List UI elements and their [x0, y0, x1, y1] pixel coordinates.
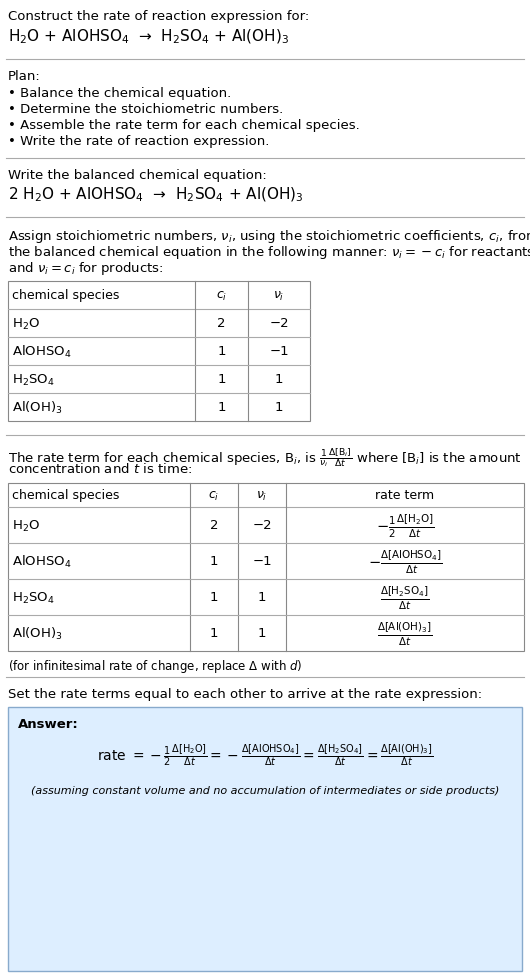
Text: −1: −1: [269, 345, 289, 359]
Text: 1: 1: [217, 345, 226, 359]
Text: 1: 1: [275, 373, 283, 386]
Text: Al(OH)$_3$: Al(OH)$_3$: [12, 400, 63, 415]
Text: 1: 1: [217, 373, 226, 386]
Text: $-\frac{1}{2}\frac{\Delta[\mathrm{H_2O}]}{\Delta t}$: $-\frac{1}{2}\frac{\Delta[\mathrm{H_2O}]…: [376, 512, 434, 539]
Text: concentration and $t$ is time:: concentration and $t$ is time:: [8, 461, 192, 476]
Text: • Determine the stoichiometric numbers.: • Determine the stoichiometric numbers.: [8, 103, 283, 116]
Text: −2: −2: [252, 519, 272, 531]
Text: 1: 1: [210, 555, 218, 568]
Text: H$_2$SO$_4$: H$_2$SO$_4$: [12, 372, 55, 387]
Text: −1: −1: [252, 555, 272, 568]
Text: 1: 1: [258, 591, 266, 604]
Text: H$_2$SO$_4$: H$_2$SO$_4$: [12, 590, 55, 605]
Text: 2: 2: [210, 519, 218, 531]
Text: H$_2$O + AlOHSO$_4$  →  H$_2$SO$_4$ + Al(OH)$_3$: H$_2$O + AlOHSO$_4$ → H$_2$SO$_4$ + Al(O…: [8, 28, 289, 46]
Text: Write the balanced chemical equation:: Write the balanced chemical equation:: [8, 169, 267, 182]
Text: (for infinitesimal rate of change, replace Δ with $d$): (for infinitesimal rate of change, repla…: [8, 658, 303, 674]
Text: chemical species: chemical species: [12, 489, 119, 502]
Text: chemical species: chemical species: [12, 289, 119, 302]
Text: The rate term for each chemical species, B$_i$, is $\frac{1}{\nu_i}\frac{\Delta[: The rate term for each chemical species,…: [8, 446, 522, 469]
Text: 2 H$_2$O + AlOHSO$_4$  →  H$_2$SO$_4$ + Al(OH)$_3$: 2 H$_2$O + AlOHSO$_4$ → H$_2$SO$_4$ + Al…: [8, 186, 304, 204]
Text: H$_2$O: H$_2$O: [12, 518, 40, 533]
Text: 1: 1: [210, 591, 218, 604]
Text: $\frac{\Delta[\mathrm{Al(OH)_3}]}{\Delta t}$: $\frac{\Delta[\mathrm{Al(OH)_3}]}{\Delta…: [377, 619, 433, 647]
Text: • Balance the chemical equation.: • Balance the chemical equation.: [8, 87, 231, 100]
Text: rate term: rate term: [375, 489, 435, 502]
Text: 1: 1: [210, 627, 218, 640]
Text: 1: 1: [275, 402, 283, 414]
Text: 2: 2: [217, 318, 226, 330]
Text: AlOHSO$_4$: AlOHSO$_4$: [12, 553, 72, 570]
Text: $c_i$: $c_i$: [216, 289, 227, 302]
Text: • Write the rate of reaction expression.: • Write the rate of reaction expression.: [8, 135, 269, 148]
Text: 1: 1: [258, 627, 266, 640]
Text: AlOHSO$_4$: AlOHSO$_4$: [12, 344, 72, 360]
Text: $\nu_i$: $\nu_i$: [273, 289, 285, 302]
Text: and $\nu_i = c_i$ for products:: and $\nu_i = c_i$ for products:: [8, 260, 164, 276]
Text: $c_i$: $c_i$: [208, 488, 219, 502]
Text: Answer:: Answer:: [18, 717, 79, 730]
Text: Assign stoichiometric numbers, $\nu_i$, using the stoichiometric coefficients, $: Assign stoichiometric numbers, $\nu_i$, …: [8, 228, 530, 245]
Text: $\nu_i$: $\nu_i$: [257, 488, 268, 502]
Text: the balanced chemical equation in the following manner: $\nu_i = -c_i$ for react: the balanced chemical equation in the fo…: [8, 243, 530, 261]
Text: Plan:: Plan:: [8, 70, 41, 83]
Text: 1: 1: [217, 402, 226, 414]
Text: Set the rate terms equal to each other to arrive at the rate expression:: Set the rate terms equal to each other t…: [8, 687, 482, 701]
Text: rate $= -\frac{1}{2}\frac{\Delta[\mathrm{H_2O}]}{\Delta t} = -\frac{\Delta[\math: rate $= -\frac{1}{2}\frac{\Delta[\mathrm…: [97, 742, 433, 767]
Text: −2: −2: [269, 318, 289, 330]
Text: $-\frac{\Delta[\mathrm{AlOHSO_4}]}{\Delta t}$: $-\frac{\Delta[\mathrm{AlOHSO_4}]}{\Delt…: [368, 548, 442, 575]
Text: $\frac{\Delta[\mathrm{H_2SO_4}]}{\Delta t}$: $\frac{\Delta[\mathrm{H_2SO_4}]}{\Delta …: [381, 583, 430, 611]
Text: (assuming constant volume and no accumulation of intermediates or side products): (assuming constant volume and no accumul…: [31, 786, 499, 795]
Text: H$_2$O: H$_2$O: [12, 317, 40, 331]
Text: Construct the rate of reaction expression for:: Construct the rate of reaction expressio…: [8, 10, 309, 23]
Text: Al(OH)$_3$: Al(OH)$_3$: [12, 625, 63, 641]
Text: • Assemble the rate term for each chemical species.: • Assemble the rate term for each chemic…: [8, 119, 360, 132]
Bar: [8, 707, 522, 971]
Bar: [8, 484, 524, 652]
Bar: [8, 281, 310, 421]
